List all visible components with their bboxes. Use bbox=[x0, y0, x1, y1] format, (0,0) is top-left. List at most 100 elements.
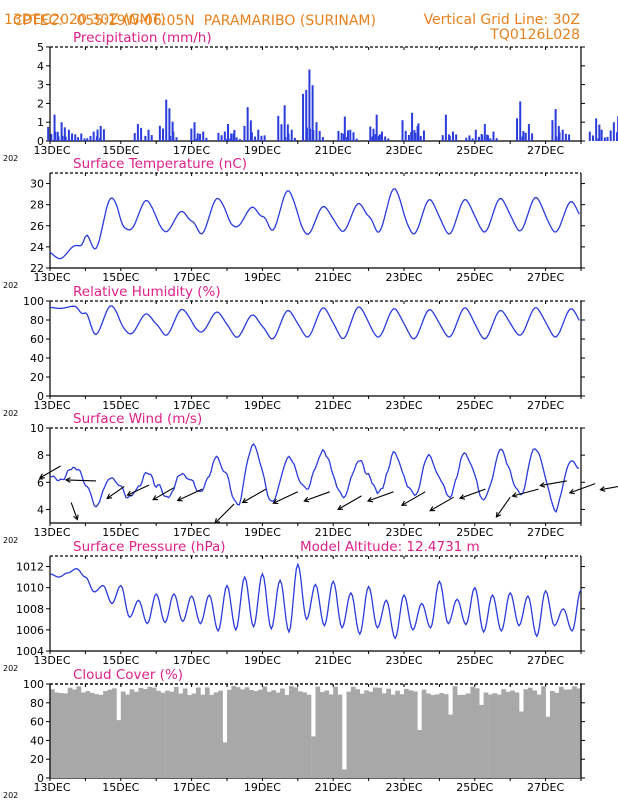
cloud-bar bbox=[249, 690, 254, 778]
rh-x-tick-label: 17DEC bbox=[173, 399, 210, 412]
cloud-bar bbox=[240, 689, 245, 778]
precip-bar bbox=[47, 126, 50, 141]
press-y-tick-label: 1006 bbox=[16, 624, 44, 637]
cloud-bar bbox=[302, 692, 307, 778]
temp-x-tick-label: 25DEC bbox=[456, 271, 493, 284]
precip-bar bbox=[477, 136, 480, 141]
temp-x-tick-label: 13DEC bbox=[33, 271, 70, 284]
press-y-tick-label: 1008 bbox=[16, 603, 44, 616]
cloud-bar bbox=[94, 694, 99, 778]
cloud-bar bbox=[125, 694, 130, 778]
precip-bar bbox=[226, 138, 229, 141]
precip-bar bbox=[150, 135, 153, 141]
precip-bar bbox=[140, 127, 143, 141]
cloud-y-tick-label: 40 bbox=[30, 734, 44, 747]
precip-bar bbox=[606, 136, 609, 141]
precip-bar bbox=[311, 85, 314, 141]
cloud-bar bbox=[81, 692, 86, 778]
cloud-bar bbox=[142, 689, 148, 778]
precip-bar bbox=[92, 131, 95, 141]
precip-bar bbox=[387, 138, 390, 141]
temp-x-tick-label: 27DEC bbox=[527, 271, 564, 284]
precip-bar bbox=[305, 127, 308, 141]
precip-bar bbox=[465, 137, 468, 141]
precip-bar bbox=[232, 133, 235, 141]
precip-bar bbox=[99, 125, 102, 141]
cloud-bar bbox=[178, 693, 183, 778]
precip-bar bbox=[280, 124, 283, 141]
precip-bar bbox=[190, 128, 193, 141]
cloud-bar bbox=[200, 694, 206, 778]
precip-bar bbox=[495, 138, 498, 141]
cloud-year-fragment: 202 bbox=[3, 791, 18, 800]
cloud-bar bbox=[386, 688, 391, 778]
cloud-bar bbox=[408, 690, 414, 778]
precip-bar bbox=[283, 105, 286, 141]
wind-arrow bbox=[429, 496, 454, 512]
wind-y-tick-label: 8 bbox=[37, 449, 44, 462]
precip-bar bbox=[67, 129, 70, 141]
cloud-bar bbox=[452, 686, 458, 778]
precip-bar bbox=[257, 129, 260, 141]
cloud-bar bbox=[165, 690, 170, 778]
cloud-y-tick-label: 0 bbox=[37, 772, 44, 785]
precip-y-tick-label: 1 bbox=[37, 116, 44, 129]
cloud-bar bbox=[112, 688, 117, 778]
precip-bar bbox=[54, 131, 57, 141]
precip-bar bbox=[158, 125, 161, 141]
precip-bar bbox=[561, 129, 564, 141]
cloud-y-tick-label: 20 bbox=[30, 753, 44, 766]
press-x-tick-label: 15DEC bbox=[102, 654, 139, 667]
press-x-tick-label: 19DEC bbox=[244, 654, 281, 667]
cloud-bar bbox=[209, 694, 214, 778]
precip-bar bbox=[175, 137, 178, 141]
cloud-x-tick-label: 19DEC bbox=[244, 781, 281, 794]
cloud-bar bbox=[227, 689, 232, 778]
cloud-bar bbox=[359, 693, 365, 778]
precip-bar bbox=[384, 136, 387, 141]
cloud-bar bbox=[72, 689, 77, 778]
cloud-bar bbox=[514, 692, 520, 778]
cloud-bar bbox=[244, 687, 250, 778]
source-label: CPTEC: bbox=[12, 13, 64, 29]
cloud-bar bbox=[488, 694, 493, 778]
precip-bar bbox=[238, 139, 241, 141]
temp-y-tick-label: 28 bbox=[30, 199, 44, 212]
precip-bar bbox=[205, 137, 208, 141]
precip-bar bbox=[263, 135, 266, 141]
precip-bar bbox=[372, 128, 375, 141]
precip-bar bbox=[50, 133, 53, 141]
precip-bar bbox=[60, 122, 63, 141]
precip-bar bbox=[380, 131, 383, 141]
cloud-bar bbox=[222, 742, 228, 778]
precip-x-tick-label: 23DEC bbox=[385, 144, 422, 157]
cloud-bar bbox=[160, 692, 166, 778]
precip-bar bbox=[133, 133, 136, 141]
coordinates-label: 055:19W-06:05N bbox=[76, 13, 195, 29]
wind-x-tick-label: 17DEC bbox=[173, 526, 210, 539]
station-label: PARAMARIBO (SURINAM) bbox=[203, 13, 376, 29]
wind-year-fragment: 202 bbox=[3, 536, 18, 545]
wind-series-line bbox=[49, 442, 580, 514]
wind-arrow bbox=[511, 488, 539, 498]
wind-arrow bbox=[366, 491, 394, 503]
precip-x-tick-label: 19DEC bbox=[244, 144, 281, 157]
precip-bar bbox=[422, 130, 425, 141]
rh-x-tick-label: 25DEC bbox=[456, 399, 493, 412]
precip-bar bbox=[404, 130, 407, 141]
cloud-bar bbox=[501, 689, 506, 778]
cloud-bar bbox=[98, 694, 104, 778]
precip-bar bbox=[416, 125, 419, 141]
cloud-bar bbox=[253, 691, 259, 778]
cloud-bar bbox=[63, 693, 68, 778]
precip-bar bbox=[378, 134, 381, 141]
press-panel: Surface Pressure (hPa) Model Altitude: 12… bbox=[3, 539, 585, 673]
rh-x-tick-label: 15DEC bbox=[102, 399, 139, 412]
cloud-bar bbox=[421, 689, 427, 778]
rh-year-fragment: 202 bbox=[3, 409, 18, 418]
precip-bar bbox=[172, 131, 175, 141]
precip-bar bbox=[315, 122, 318, 141]
rh-y-tick-label: 0 bbox=[37, 390, 44, 403]
precip-bar bbox=[220, 135, 223, 141]
cloud-bar bbox=[129, 689, 135, 778]
